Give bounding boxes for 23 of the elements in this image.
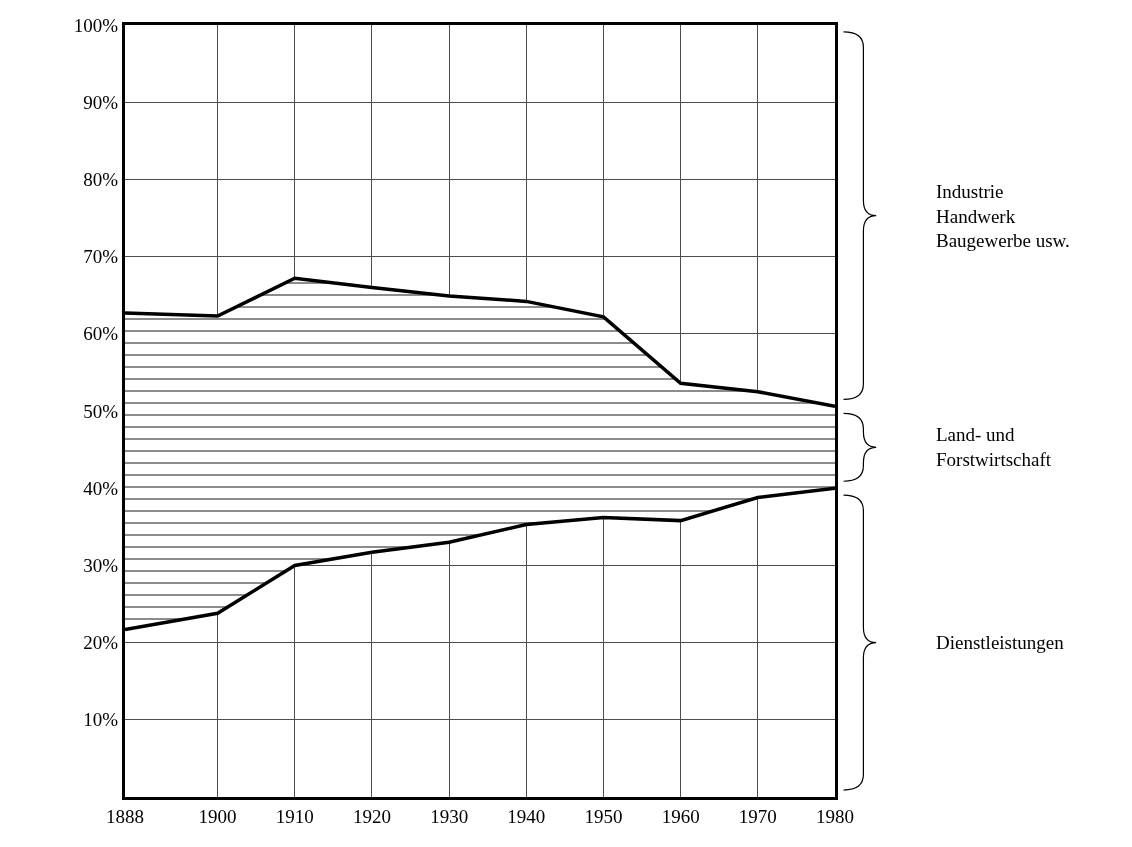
y-tick-label: 50% <box>83 400 119 422</box>
y-tick-label: 30% <box>83 555 119 577</box>
y-tick-label: 70% <box>83 246 119 268</box>
x-tick-label: 1930 <box>430 805 469 827</box>
x-tick-label: 1888 <box>106 805 144 827</box>
x-tick-label: 1960 <box>661 805 700 827</box>
y-tick-label: 60% <box>83 323 119 345</box>
x-tick-label: 1970 <box>738 805 777 827</box>
y-tick-label: 80% <box>83 169 119 191</box>
y-tick-label: 20% <box>83 632 119 654</box>
y-tick-label: 100% <box>73 14 119 36</box>
text: Dienstleistungen <box>936 632 1065 653</box>
text: Land- und Forstwirtschaft <box>936 424 1052 470</box>
text: Industrie Handwerk Baugewerbe usw. <box>936 181 1070 252</box>
x-tick-label: 1910 <box>275 805 314 827</box>
x-tick-label: 1920 <box>352 805 391 827</box>
y-tick-label: 40% <box>83 477 119 499</box>
x-tick-label: 1950 <box>584 805 623 827</box>
x-tick-label: 1900 <box>198 805 237 827</box>
x-tick-label: 1980 <box>816 805 854 827</box>
x-tick-label: 1940 <box>507 805 546 827</box>
y-tick-label: 90% <box>83 91 119 113</box>
y-tick-label: 10% <box>83 709 119 731</box>
